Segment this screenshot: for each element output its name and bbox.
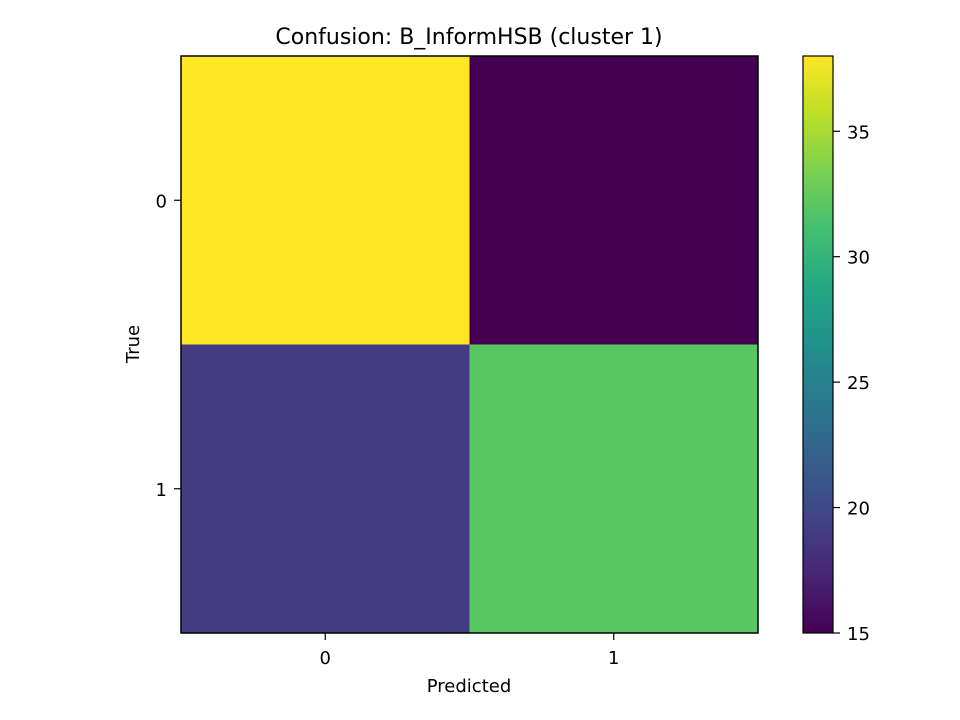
x-axis-label: Predicted <box>427 676 512 697</box>
x-tick-label: 1 <box>608 648 619 669</box>
y-axis-ticks: 01 <box>156 191 181 501</box>
colorbar-ticks: 15 20 25 30 35 <box>833 122 870 645</box>
colorbar <box>803 56 833 633</box>
heatmap-cell-r0-c1 <box>469 56 758 345</box>
heatmap-cell-r1-c1 <box>469 344 758 633</box>
heatmap-cells <box>181 56 758 633</box>
heatmap-cell-r0-c0 <box>181 56 470 345</box>
heatmap-cell-r1-c0 <box>181 344 470 633</box>
y-tick-label: 0 <box>156 191 167 212</box>
chart-title: Confusion: B_InformHSB (cluster 1) <box>275 25 662 50</box>
colorbar-tick-label: 20 <box>847 499 870 520</box>
plot-frame <box>180 55 759 634</box>
colorbar-frame <box>802 55 834 634</box>
colorbar-tick-label: 15 <box>847 624 870 645</box>
y-axis-label: True <box>123 325 144 364</box>
colorbar-tick-label: 35 <box>847 122 870 143</box>
colorbar-tick-label: 30 <box>847 248 870 269</box>
y-tick-label: 1 <box>156 480 167 501</box>
colorbar-tick-label: 25 <box>847 373 870 394</box>
x-tick-label: 0 <box>320 648 331 669</box>
